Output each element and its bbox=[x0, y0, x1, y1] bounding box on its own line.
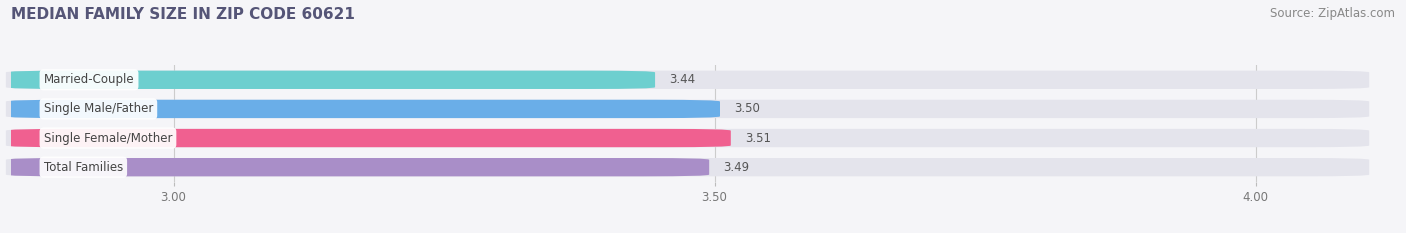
FancyBboxPatch shape bbox=[6, 129, 1369, 147]
FancyBboxPatch shape bbox=[6, 129, 731, 147]
FancyBboxPatch shape bbox=[6, 158, 709, 176]
Text: Single Male/Father: Single Male/Father bbox=[44, 103, 153, 115]
FancyBboxPatch shape bbox=[6, 71, 1369, 89]
FancyBboxPatch shape bbox=[6, 100, 720, 118]
Text: Single Female/Mother: Single Female/Mother bbox=[44, 132, 172, 144]
Text: Total Families: Total Families bbox=[44, 161, 122, 174]
FancyBboxPatch shape bbox=[6, 100, 1369, 118]
Text: Married-Couple: Married-Couple bbox=[44, 73, 135, 86]
Text: 3.50: 3.50 bbox=[734, 103, 759, 115]
Text: Source: ZipAtlas.com: Source: ZipAtlas.com bbox=[1270, 7, 1395, 20]
Text: 3.44: 3.44 bbox=[669, 73, 695, 86]
FancyBboxPatch shape bbox=[6, 158, 1369, 176]
FancyBboxPatch shape bbox=[6, 71, 655, 89]
Text: 3.49: 3.49 bbox=[723, 161, 749, 174]
Text: 3.51: 3.51 bbox=[745, 132, 770, 144]
Text: MEDIAN FAMILY SIZE IN ZIP CODE 60621: MEDIAN FAMILY SIZE IN ZIP CODE 60621 bbox=[11, 7, 356, 22]
